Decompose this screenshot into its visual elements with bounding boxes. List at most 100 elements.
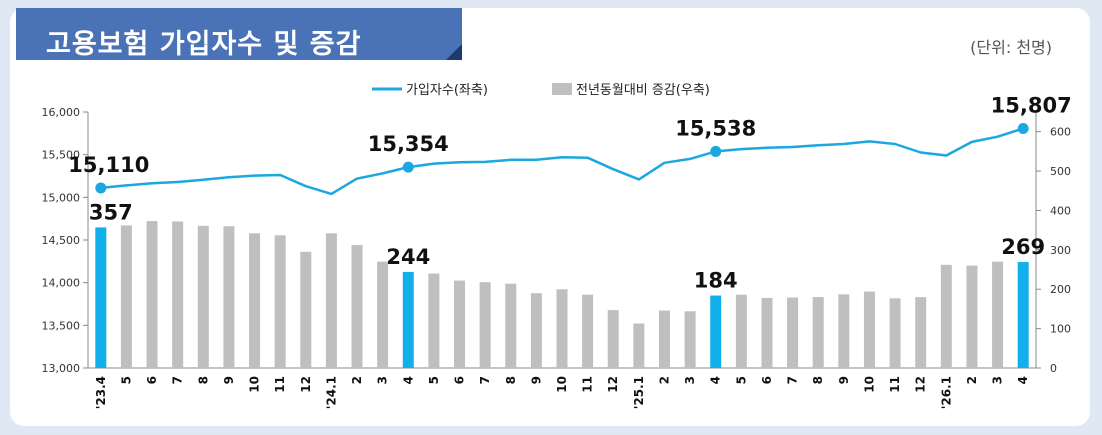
x-tick-label: '23.4 xyxy=(94,376,108,409)
y-right-tick-label: 400 xyxy=(1050,204,1071,217)
x-tick-label: 2 xyxy=(350,376,364,384)
x-tick-label: '24.1 xyxy=(324,376,338,409)
legend-bar-swatch xyxy=(552,83,572,95)
bar xyxy=(633,323,645,368)
bar xyxy=(197,225,209,368)
x-tick-label: 10 xyxy=(862,376,876,393)
x-tick-label: 8 xyxy=(196,376,210,384)
y-right-tick-label: 600 xyxy=(1050,126,1071,139)
bar xyxy=(300,251,312,368)
y-right-tick-label: 200 xyxy=(1050,283,1071,296)
y-right-tick-label: 500 xyxy=(1050,165,1071,178)
bar xyxy=(454,280,466,368)
bar xyxy=(940,264,952,368)
bar xyxy=(710,295,722,368)
bar xyxy=(915,297,927,368)
y-left-tick-label: 15,000 xyxy=(42,191,81,204)
bar xyxy=(966,265,978,368)
legend-bar-label: 전년동월대비 증감(우축) xyxy=(576,83,710,98)
x-tick-label: 6 xyxy=(760,376,774,384)
line-marker xyxy=(1017,122,1029,134)
x-tick-label: 6 xyxy=(145,376,159,384)
y-left-tick-label: 13,000 xyxy=(42,362,81,375)
bar xyxy=(863,291,875,368)
x-tick-label: 4 xyxy=(401,376,415,384)
bar xyxy=(812,297,824,368)
x-tick-label: 7 xyxy=(786,376,800,384)
bar-data-label: 269 xyxy=(1001,235,1045,259)
chart-panel xyxy=(10,8,1090,426)
bar xyxy=(992,261,1004,368)
x-tick-label: 3 xyxy=(376,376,390,384)
bar xyxy=(377,261,389,368)
line-marker xyxy=(710,145,722,157)
x-tick-label: 11 xyxy=(273,376,287,393)
x-tick-label: 11 xyxy=(581,376,595,393)
bar xyxy=(735,294,747,368)
x-tick-label: 5 xyxy=(119,376,133,384)
line-series-subscribers xyxy=(100,127,1024,196)
page-title: 고용보험 가입자수 및 증감 xyxy=(46,29,362,60)
line-data-label: 15,538 xyxy=(675,116,756,140)
y-left-tick-label: 16,000 xyxy=(42,106,81,119)
line-data-label: 15,110 xyxy=(68,153,149,177)
bar xyxy=(556,289,568,368)
x-tick-label: 9 xyxy=(529,376,543,384)
x-tick-label: 2 xyxy=(965,376,979,384)
bar xyxy=(684,311,696,368)
x-tick-label: 12 xyxy=(606,376,620,393)
bar xyxy=(146,221,158,368)
bar xyxy=(658,310,670,368)
y-right-tick-label: 100 xyxy=(1050,323,1071,336)
y-left-tick-label: 14,000 xyxy=(42,277,81,290)
x-tick-label: 7 xyxy=(478,376,492,384)
bar xyxy=(479,282,491,368)
bar xyxy=(120,225,132,368)
bar xyxy=(530,293,542,368)
x-tick-label: 5 xyxy=(427,376,441,384)
x-tick-label: 8 xyxy=(504,376,518,384)
bar-data-label: 244 xyxy=(386,245,430,269)
line-data-label: 15,807 xyxy=(991,93,1072,117)
bar xyxy=(274,235,286,368)
bar xyxy=(889,298,901,368)
bar xyxy=(325,233,337,368)
y-right-tick-label: 0 xyxy=(1050,362,1057,375)
x-tick-label: 6 xyxy=(453,376,467,384)
x-tick-label: 5 xyxy=(734,376,748,384)
legend-line-label: 가입자수(좌축) xyxy=(406,83,488,98)
x-tick-label: 3 xyxy=(683,376,697,384)
line-marker xyxy=(95,182,107,194)
line-marker xyxy=(402,161,414,173)
x-tick-label: 9 xyxy=(837,376,851,384)
x-tick-label: 10 xyxy=(555,376,569,393)
line-data-label: 15,354 xyxy=(368,132,449,156)
x-tick-label: 7 xyxy=(171,376,185,384)
title-fold-decoration xyxy=(446,44,462,60)
x-tick-label: '26.1 xyxy=(939,376,953,409)
y-left-tick-label: 13,500 xyxy=(42,319,81,332)
y-left-tick-label: 14,500 xyxy=(42,234,81,247)
bar-data-label: 357 xyxy=(89,200,133,224)
bar xyxy=(351,245,363,368)
bar xyxy=(1017,262,1029,368)
bar xyxy=(95,227,107,368)
x-tick-label: 4 xyxy=(709,376,723,384)
bar xyxy=(249,233,261,368)
x-tick-label: '25.1 xyxy=(632,376,646,409)
bar xyxy=(761,297,773,368)
bar xyxy=(428,273,440,368)
bar-data-label: 184 xyxy=(694,269,738,293)
x-tick-label: 3 xyxy=(991,376,1005,384)
bar xyxy=(787,297,799,368)
bar xyxy=(172,221,184,368)
bar xyxy=(505,283,517,368)
x-tick-label: 12 xyxy=(299,376,313,393)
y-left-tick-label: 15,500 xyxy=(42,149,81,162)
bar xyxy=(223,226,235,368)
x-tick-label: 12 xyxy=(914,376,928,393)
x-tick-label: 8 xyxy=(811,376,825,384)
unit-label: (단위: 천명) xyxy=(970,38,1052,57)
bar xyxy=(838,294,850,368)
